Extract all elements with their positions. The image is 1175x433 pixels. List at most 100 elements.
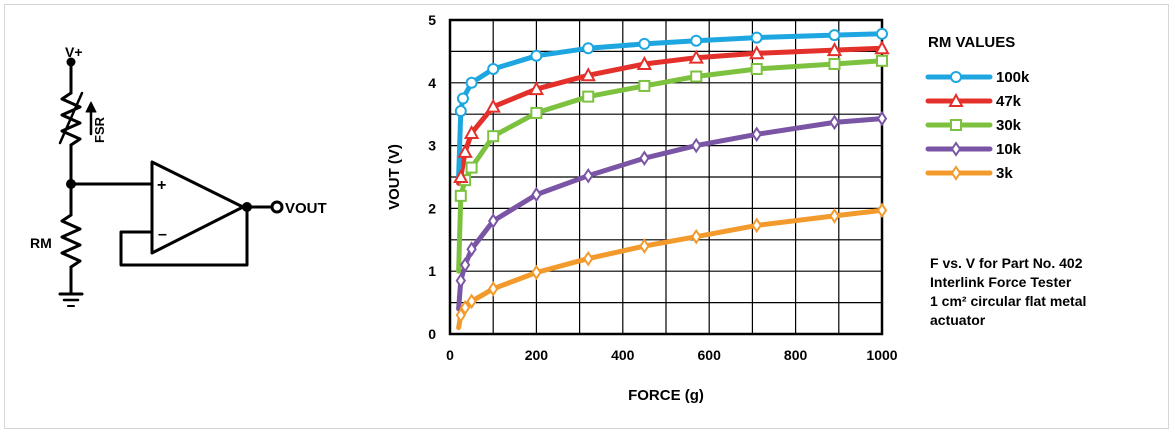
data-point-30k [750,62,763,75]
data-point-47k [485,98,501,113]
data-point-3k [487,280,499,297]
x-axis-label: FORCE (g) [628,387,704,404]
legend-marker-30k [950,119,962,131]
series-markers [453,27,890,323]
data-point-30k [454,189,467,202]
x-tick-label: 800 [784,347,808,363]
data-point-10k [583,167,594,184]
op-amp-triangle [150,160,245,255]
series-lines [456,31,885,331]
data-point-3k [455,307,467,323]
data-point-3k [691,228,702,245]
data-point-47k [453,168,469,183]
legend-label-30k: 30k [996,117,1022,134]
legend-label-10k: 10k [996,141,1022,158]
note-line-4: actuator [930,312,986,328]
legend-label-100k: 100k [996,69,1030,86]
vout-vs-force-chart: 0 200 400 600 800 1000 0 1 2 3 4 5 FORCE (g) VOUT … [386,12,898,404]
y-tick-label: 2 [428,200,436,216]
data-point-100k [638,37,651,50]
y-tick-label: 0 [428,326,436,342]
data-point-10k [487,213,499,229]
data-point-3k [531,264,542,281]
data-point-100k [487,62,500,75]
data-point-10k [829,114,840,131]
legend-marker-10k [950,141,962,157]
fsr-label: FSR [92,116,107,143]
data-point-3k [751,217,762,234]
fsr-circuit-schematic [58,57,284,307]
data-point-47k [636,55,653,70]
plus-sign: + [157,177,166,194]
data-point-10k [691,137,702,154]
data-point-30k [828,57,841,70]
x-tick-label: 1000 [866,347,897,363]
series-line-3k [456,207,885,331]
data-point-10k [751,126,762,143]
data-point-30k [876,54,888,67]
y-tick-label: 1 [428,263,436,279]
y-tick-label: 4 [428,75,436,91]
data-point-30k [465,161,478,174]
data-point-47k [874,40,890,55]
x-tick-label: 200 [525,347,549,363]
data-point-100k [456,92,469,105]
legend: RM VALUES 100k 47k 30k 10k 3k [925,34,1030,182]
data-point-3k [459,299,471,316]
x-tick-label: 0 [446,347,454,363]
y-axis-label: VOUT (V) [386,144,403,210]
data-point-30k [638,79,651,92]
legend-label-3k: 3k [996,165,1013,182]
data-point-47k [580,67,596,82]
data-point-3k [583,250,594,267]
legend-label-47k: 47k [996,93,1022,110]
data-point-3k [639,238,650,254]
data-point-100k [454,105,467,118]
data-point-10k [876,110,888,127]
data-point-30k [487,130,500,143]
vout-terminal [270,200,284,214]
legend-marker-3k [950,165,962,181]
data-point-100k [582,42,595,55]
rm-label: RM [30,235,52,251]
data-point-47k [749,45,765,60]
x-tick-label: 600 [698,347,722,363]
plot-area [448,18,884,336]
x-tick-label: 400 [611,347,635,363]
vout-label: VOUT [285,200,327,217]
series-line-100k [456,31,885,180]
data-point-47k [457,143,473,158]
supply-node [66,57,76,67]
data-point-100k [750,31,763,44]
legend-items: 100k 47k 30k 10k 3k [925,69,1030,182]
note-line-3: 1 cm² circular flat metal [930,293,1086,309]
data-point-47k [528,80,545,96]
y-tick-labels: 0 1 2 3 4 5 [428,12,436,342]
legend-marker-100k [950,71,962,83]
feedback-wire [119,205,249,267]
data-point-47k [688,49,704,64]
data-point-100k [876,27,888,40]
data-point-10k [531,186,542,203]
data-point-10k [466,241,477,258]
vplus-label: V+ [65,44,83,60]
series-line-47k [456,45,885,186]
data-point-100k [530,49,543,62]
data-point-3k [466,293,477,310]
legend-marker-47k [948,92,964,107]
data-point-100k [465,76,478,89]
data-point-3k [829,208,840,224]
minus-sign: – [158,226,167,243]
note-line-2: Interlink Force Tester [930,274,1072,290]
data-point-47k [463,124,480,140]
data-point-10k [459,257,471,273]
y-tick-label: 3 [428,138,436,154]
data-point-47k [826,42,843,57]
force-arrowhead-icon [85,101,97,113]
y-tick-label: 5 [428,12,436,28]
schematic-labels: V+ FSR RM + – VOUT [30,44,327,251]
data-point-10k [455,272,467,289]
data-point-100k [828,29,841,42]
data-point-30k [582,90,595,103]
